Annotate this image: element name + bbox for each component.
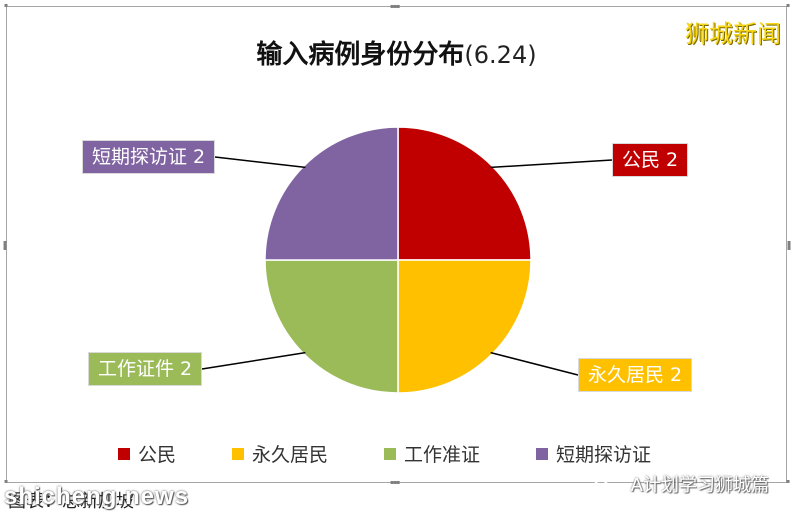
- legend-swatch: [384, 447, 397, 460]
- legend-label: 工作准证: [404, 444, 481, 466]
- legend-item: 短期探访证: [536, 440, 651, 467]
- pie-slice-visit-pass: [264, 126, 399, 261]
- pie-slice-work-pass: [264, 259, 399, 394]
- resize-handle-right[interactable]: ▪ ▪ ▪: [786, 239, 791, 252]
- watermark-right: A计划学习狮城篇: [630, 475, 769, 496]
- chart-legend: 公民 永久居民 工作准证 短期探访证: [118, 440, 651, 467]
- data-label-visit-pass: 短期探访证 2: [82, 140, 216, 174]
- chart-title-date: (6.24): [464, 41, 537, 69]
- resize-handle-top-left[interactable]: ▪: [3, 2, 8, 9]
- data-label-citizen: 公民 2: [612, 143, 689, 177]
- legend-swatch: [118, 447, 130, 460]
- watermark-left: shicheng.news: [4, 483, 190, 510]
- resize-handle-top-right[interactable]: ▪: [785, 2, 790, 9]
- legend-label: 公民: [138, 444, 177, 466]
- legend-label: 短期探访证: [556, 444, 652, 466]
- resize-handle-bottom-right[interactable]: ▪: [785, 478, 790, 485]
- brand-logo-text: 狮城新闻: [685, 20, 781, 48]
- legend-swatch: [536, 447, 549, 460]
- source-caption: 图表：总新加坡: [8, 491, 134, 512]
- legend-item: 公民: [118, 440, 176, 467]
- resize-handle-top[interactable]: ▪▪▪: [390, 3, 400, 10]
- data-label-work-pass: 工作证件 2: [88, 352, 203, 386]
- pie-slice-pr: [397, 259, 532, 394]
- legend-item: 永久居民: [232, 440, 328, 467]
- legend-swatch: [232, 447, 245, 460]
- wechat-icon: [593, 480, 615, 496]
- resize-handle-left[interactable]: ▪ ▪ ▪: [2, 239, 7, 252]
- leader-line-citizen: [490, 159, 613, 169]
- legend-item: 工作准证: [384, 440, 480, 467]
- resize-handle-bottom[interactable]: ▪▪▪: [390, 479, 400, 486]
- leader-line-work-pass: [201, 351, 306, 370]
- leader-line-pr: [490, 351, 579, 376]
- resize-handle-bottom-left[interactable]: ▪: [3, 478, 8, 485]
- data-label-pr: 永久居民 2: [578, 358, 693, 392]
- leader-line-visit-pass: [214, 156, 306, 169]
- chart-title: 输入病例身份分布(6.24): [0, 34, 793, 71]
- legend-label: 永久居民: [252, 444, 329, 466]
- chart-title-text: 输入病例身份分布: [256, 40, 465, 70]
- pie-slice-citizen: [397, 126, 532, 261]
